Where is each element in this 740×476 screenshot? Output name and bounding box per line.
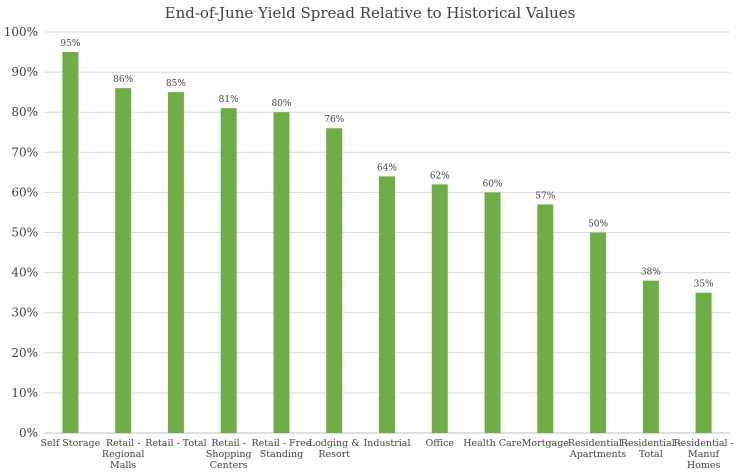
bar	[379, 176, 395, 434]
x-tick-label-line: Office	[426, 438, 455, 449]
y-axis: 0% 10% 20% 30% 40% 50% 60% 70% 80% 90% 100%	[4, 25, 38, 440]
data-label: 50%	[588, 220, 608, 230]
bar	[642, 280, 659, 433]
bar	[326, 128, 343, 434]
y-tick-label: 100%	[4, 25, 38, 39]
data-label: 80%	[271, 99, 291, 109]
y-tick-label: 80%	[11, 105, 38, 119]
x-tick-label-line: Malls	[110, 460, 136, 471]
x-tick-label-line: Retail -	[211, 438, 246, 449]
x-tick-label-line: Apartments	[569, 449, 627, 460]
x-tick-label-line: Residential -	[568, 438, 628, 449]
bar	[431, 184, 448, 433]
bar	[220, 108, 237, 433]
x-tick-label: Retail - Total	[145, 438, 206, 449]
data-label: 81%	[219, 95, 239, 105]
x-tick-label-line: Residential -	[621, 438, 681, 449]
x-tick-label: Retail -Shopping Centers	[206, 438, 252, 471]
data-label: 60%	[483, 179, 503, 189]
x-tick-label-line: Lodging &	[309, 438, 360, 449]
y-tick-label: 60%	[11, 185, 38, 199]
y-tick-label: 70%	[11, 145, 38, 159]
x-tick-label-line: Manuf	[688, 449, 721, 460]
x-tick-label-line: Residential -	[673, 438, 733, 449]
data-label: 76%	[324, 115, 344, 125]
x-tick-label-line: Retail - Free	[251, 438, 311, 449]
x-tick-label: Retail - Free Standing	[251, 438, 311, 460]
x-tick-label-line: Retail - Total	[145, 438, 206, 449]
data-label: 57%	[535, 191, 555, 201]
data-label: 38%	[641, 268, 661, 278]
bar	[484, 192, 501, 433]
bar	[590, 232, 607, 433]
x-tick-label: Health Care	[463, 438, 522, 449]
data-label: 95%	[60, 39, 80, 49]
data-label: 35%	[694, 280, 714, 290]
x-tick-label-line: Resort	[318, 449, 350, 460]
y-tick-label: 90%	[11, 65, 38, 79]
x-tick-label-line: Centers	[210, 460, 248, 471]
y-tick-label: 10%	[11, 386, 38, 400]
x-tick-label-line: Total	[639, 449, 663, 460]
x-tick-label: Residential -Apartments	[568, 438, 628, 460]
x-tick-label: Retail -Regional Malls	[102, 438, 144, 471]
chart-title: End-of-June Yield Spread Relative to His…	[165, 4, 576, 22]
x-tick-label-line: Retail -	[106, 438, 141, 449]
data-label: 62%	[430, 171, 450, 181]
data-label: 85%	[166, 79, 186, 89]
x-tick-label-line: Regional	[102, 449, 144, 460]
bars	[62, 52, 712, 434]
data-labels: 95% 86% 85% 81% 80% 76% 64% 62% 60% 57% 50% 38% 35%	[60, 39, 714, 290]
bar	[537, 204, 554, 433]
x-tick-label: Office	[426, 438, 455, 449]
y-tick-label: 50%	[11, 226, 38, 240]
bar	[273, 112, 290, 433]
x-tick-label: Lodging & Resort	[309, 438, 360, 460]
x-tick-label-line: Standing	[260, 449, 303, 460]
data-label: 64%	[377, 163, 397, 173]
x-tick-label-line: Health Care	[463, 438, 522, 449]
y-tick-label: 40%	[11, 266, 38, 280]
x-tick-label-line: Mortgage	[522, 438, 570, 449]
y-tick-label: 0%	[19, 426, 38, 440]
x-tick-label-line: Self Storage	[41, 438, 101, 449]
bar	[62, 52, 79, 434]
x-tick-label-line: Industrial	[363, 438, 410, 449]
y-tick-label: 30%	[11, 306, 38, 320]
y-tick-label: 20%	[11, 346, 38, 360]
data-label: 86%	[113, 75, 133, 85]
x-tick-label-line: Shopping	[206, 449, 252, 460]
x-axis: Self Storage Retail -Regional MallsRetail …	[41, 438, 734, 471]
bar	[115, 88, 132, 433]
bar	[167, 92, 184, 434]
x-tick-label: Residential -Manuf Homes	[673, 438, 733, 471]
x-tick-label: Industrial	[363, 438, 410, 449]
bar	[695, 292, 712, 433]
x-tick-label: Residential -Total	[621, 438, 681, 460]
x-tick-label: Mortgage	[522, 438, 570, 449]
x-tick-label: Self Storage	[41, 438, 101, 449]
x-tick-label-line: Homes	[687, 460, 721, 471]
